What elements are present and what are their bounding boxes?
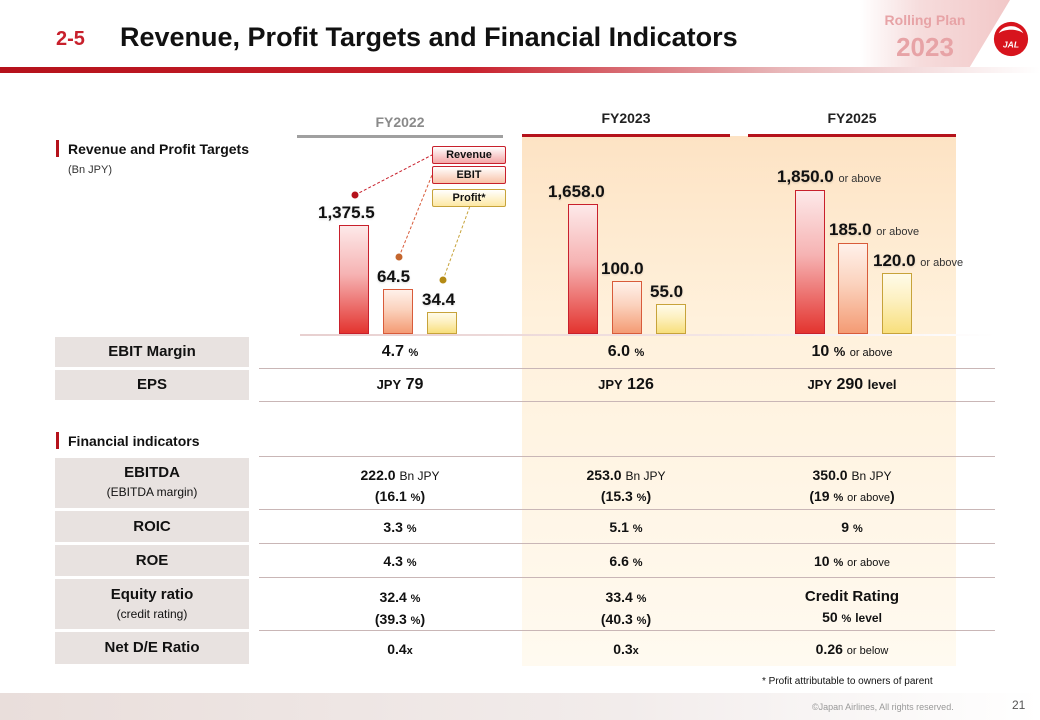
row-divider	[259, 577, 995, 578]
eps-fy2025: JPY 290 level	[807, 376, 897, 393]
column-header-fy2023: FY2023	[601, 110, 651, 126]
revenue-connector-dot	[351, 191, 359, 199]
column-header-fy2022: FY2022	[375, 114, 425, 130]
value-fy2022-profit: 34.4	[422, 290, 456, 309]
revenue-connector	[354, 154, 433, 196]
jal-crane-logo: JAL	[993, 21, 1029, 57]
row-divider	[259, 630, 995, 631]
value-fy2025-profit: 120.0 or above	[873, 251, 964, 270]
bar-fy2023-revenue	[568, 204, 598, 334]
profit-connector	[442, 205, 471, 281]
row-divider	[259, 456, 995, 457]
ebit-margin-fy2023: 6.0 %	[607, 343, 645, 360]
value-fy2022-ebit: 64.5	[377, 267, 411, 286]
ebitda-fy2023: 253.0 Bn JPY (15.3 %)	[586, 467, 666, 504]
ebit-margin-fy2022: 4.7 %	[381, 343, 419, 360]
row-label-eps: EPS	[55, 370, 249, 400]
equity-fy2022: 32.4 % (39.3 %)	[374, 589, 426, 627]
header-divider	[0, 67, 1040, 73]
row-label-roe: ROE	[55, 545, 249, 576]
value-fy2023-revenue: 1,658.0	[548, 182, 605, 201]
row-divider	[259, 368, 995, 369]
column-underline-fy2022	[297, 135, 503, 138]
ebit-connector	[398, 174, 433, 258]
roe-fy2025: 10 % or above	[814, 553, 890, 569]
chart-baseline	[300, 334, 996, 336]
roic-fy2022: 3.3 %	[383, 519, 417, 535]
row-label-equity-ratio: Equity ratio (credit rating)	[55, 579, 249, 629]
roic-fy2025: 9 %	[841, 519, 863, 535]
eps-fy2022: JPY 79	[376, 376, 424, 393]
value-fy2025-ebit: 185.0 or above	[829, 220, 920, 239]
section-title-indicators: Financial indicators	[68, 433, 200, 449]
footer-bar	[0, 693, 1040, 720]
equity-fy2025: Credit Rating 50 % level	[804, 588, 900, 625]
column-header-fy2025: FY2025	[827, 110, 877, 126]
ebit-margin-fy2025: 10 % or above	[811, 343, 893, 360]
roic-fy2023: 5.1 %	[609, 519, 643, 535]
column-underline-fy2025	[748, 134, 956, 137]
value-fy2022-revenue: 1,375.5	[318, 203, 375, 222]
ebitda-fy2025: 350.0 Bn JPY (19 % or above)	[809, 467, 895, 504]
section-title-targets: Revenue and Profit Targets	[68, 141, 250, 157]
section-unit: (Bn JPY)	[68, 164, 113, 176]
row-label-net-de: Net D/E Ratio	[55, 632, 249, 664]
eps-fy2023: JPY 126	[598, 376, 654, 393]
legend-connectors	[351, 154, 471, 284]
value-qualifier: or above	[876, 226, 920, 238]
value-fy2025-revenue: 1,850.0 or above	[777, 167, 882, 186]
rolling-plan-label: Rolling Plan	[884, 12, 966, 28]
net-de-fy2025: 0.26 or below	[815, 641, 889, 657]
value-fy2023-ebit: 100.0	[601, 259, 644, 278]
row-label-ebitda: EBITDA (EBITDA margin)	[55, 458, 249, 508]
column-underline-fy2023	[522, 134, 730, 137]
net-de-fy2022: 0.4x	[387, 641, 413, 657]
equity-fy2023: 33.4 % (40.3 %)	[600, 589, 652, 627]
bar-fy2025-revenue	[795, 190, 825, 334]
jal-logo-text: JAL	[1003, 40, 1019, 50]
copyright: ©Japan Airlines, All rights reserved.	[812, 702, 954, 712]
value-fy2023-profit: 55.0	[650, 282, 684, 301]
bar-fy2022-ebit	[383, 289, 413, 334]
bar-fy2025-profit	[882, 273, 912, 334]
ebitda-fy2022: 222.0 Bn JPY (16.1 %)	[360, 467, 440, 504]
value-qualifier: or above	[920, 257, 964, 269]
bar-fy2023-ebit	[612, 281, 642, 334]
legend-profit: Profit*	[432, 189, 506, 207]
page-number: 21	[1012, 698, 1026, 712]
section-marker	[56, 140, 59, 157]
net-de-fy2023: 0.3x	[613, 641, 639, 657]
page-title: Revenue, Profit Targets and Financial In…	[120, 22, 738, 52]
legend-revenue: Revenue	[432, 146, 506, 164]
section-marker	[56, 432, 59, 449]
bar-fy2022-revenue	[339, 225, 369, 334]
bar-fy2022-profit	[427, 312, 457, 334]
footnote: * Profit attributable to owners of paren…	[762, 676, 933, 687]
bar-fy2025-ebit	[838, 243, 868, 334]
row-divider	[259, 543, 995, 544]
roe-fy2022: 4.3 %	[383, 553, 417, 569]
rolling-plan-year: 2023	[896, 32, 954, 62]
legend-ebit: EBIT	[432, 166, 506, 184]
row-label-roic: ROIC	[55, 511, 249, 542]
bar-fy2023-profit	[656, 304, 686, 334]
row-label-ebit-margin: EBIT Margin	[55, 337, 249, 367]
roe-fy2023: 6.6 %	[609, 553, 643, 569]
value-qualifier: or above	[838, 173, 882, 185]
row-divider	[259, 509, 995, 510]
profit-connector-dot	[439, 276, 447, 284]
row-divider	[259, 401, 995, 402]
section-number: 2-5	[56, 28, 85, 50]
ebit-connector-dot	[395, 253, 403, 261]
